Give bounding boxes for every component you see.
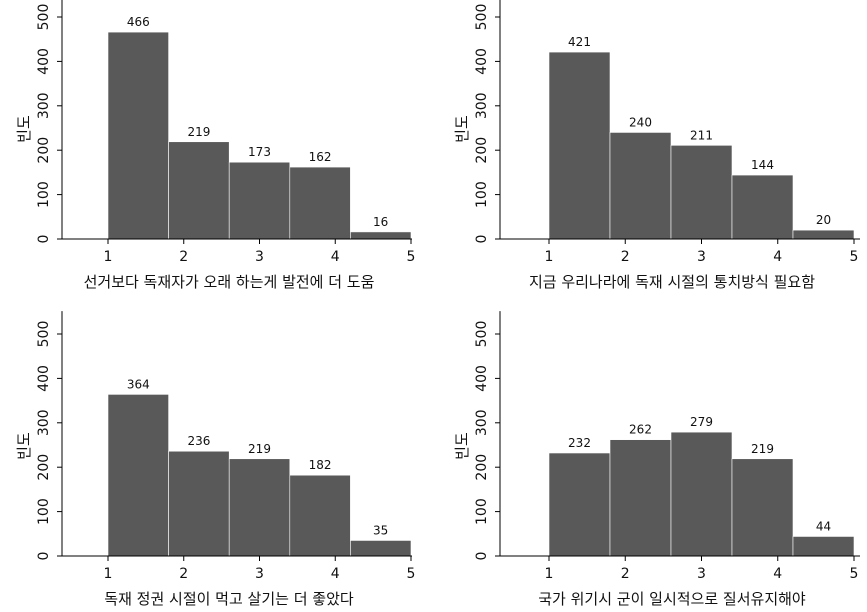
bar-3 — [670, 145, 733, 240]
bar-value-label-3: 211 — [690, 128, 713, 142]
y-tick-label-100: 100 — [474, 498, 490, 525]
x-tick-label-1: 1 — [104, 249, 113, 265]
bar-1 — [548, 452, 611, 557]
y-tick-label-300: 300 — [36, 409, 52, 436]
bar-value-label-1: 232 — [568, 436, 591, 450]
x-tick-label-1: 1 — [545, 249, 554, 265]
x-tick-label-5: 5 — [850, 249, 859, 265]
bar-value-label-4: 182 — [309, 458, 332, 472]
x-axis-title: 독재 정권 시절이 먹고 살기는 더 좋았다 — [104, 590, 354, 608]
bar-value-label-2: 262 — [629, 423, 652, 437]
chart-panel-1: 466 219 173 162 16 0 100 200 300 400 500 빈도 1 2 3 4 5 선거보… — [15, 0, 415, 291]
y-tick-label-500: 500 — [474, 321, 490, 348]
y-tick-label-400: 400 — [474, 48, 490, 75]
y-axis-title: 빈도 — [15, 432, 33, 460]
bar-2 — [609, 439, 672, 557]
x-tick-label-2: 2 — [621, 566, 630, 582]
y-tick-label-100: 100 — [36, 498, 52, 525]
y-tick-label-200: 200 — [474, 137, 490, 164]
bar-4 — [731, 458, 794, 557]
bar-value-label-4: 219 — [751, 442, 774, 456]
bar-value-label-2: 240 — [629, 115, 652, 129]
bar-value-label-4: 162 — [309, 150, 332, 164]
x-tick-label-1: 1 — [104, 566, 113, 582]
bar-3 — [228, 458, 291, 557]
x-tick-label-2: 2 — [179, 566, 188, 582]
bar-4 — [289, 474, 351, 557]
bar-value-label-2: 236 — [187, 434, 210, 448]
y-tick-label-400: 400 — [36, 48, 52, 75]
y-tick-label-300: 300 — [474, 92, 490, 119]
y-axis-title: 빈도 — [15, 115, 33, 143]
x-tick-label-5: 5 — [850, 566, 859, 582]
bar-2 — [168, 450, 230, 557]
x-axis-title: 지금 우리나라에 독재 시절의 통치방식 필요함 — [529, 273, 815, 291]
x-tick-label-3: 3 — [255, 566, 264, 582]
y-tick-label-0: 0 — [474, 552, 490, 561]
x-tick-label-2: 2 — [179, 249, 188, 265]
bar-4 — [289, 166, 351, 240]
bar-value-label-3: 279 — [690, 415, 713, 429]
chart-panel-4: 232 262 279 219 44 0 100 200 300 400 500 빈도 1 2 3 4 5 국가 … — [453, 311, 860, 608]
bar-4 — [731, 174, 794, 240]
x-tick-label-3: 3 — [697, 566, 706, 582]
x-tick-label-5: 5 — [407, 566, 416, 582]
x-tick-label-1: 1 — [545, 566, 554, 582]
x-tick-label-4: 4 — [331, 566, 340, 582]
y-tick-label-500: 500 — [474, 4, 490, 31]
y-tick-label-500: 500 — [36, 4, 52, 31]
y-tick-label-0: 0 — [474, 235, 490, 244]
y-tick-label-100: 100 — [474, 181, 490, 208]
bar-1 — [107, 394, 169, 557]
x-axis-title: 국가 위기시 군이 일시적으로 질서유지해야 — [538, 590, 806, 608]
bar-value-label-1: 466 — [127, 15, 150, 29]
y-tick-label-400: 400 — [474, 365, 490, 392]
bar-5 — [792, 229, 855, 240]
bar-value-label-5: 35 — [373, 523, 388, 537]
bar-value-label-5: 20 — [816, 213, 831, 227]
x-tick-label-3: 3 — [255, 249, 264, 265]
bar-value-label-4: 144 — [751, 158, 774, 172]
bar-value-label-1: 364 — [127, 377, 150, 391]
chart-panel-3: 364 236 219 182 35 0 100 200 300 400 500 빈도 1 2 3 4 5 독재 … — [15, 311, 415, 608]
bar-5 — [350, 540, 412, 557]
bar-value-label-5: 44 — [816, 519, 831, 533]
y-tick-label-300: 300 — [36, 92, 52, 119]
bar-2 — [609, 132, 672, 240]
bar-1 — [548, 51, 611, 240]
bar-5 — [350, 231, 412, 240]
y-axis-title: 빈도 — [453, 432, 471, 460]
y-axis-title: 빈도 — [453, 115, 471, 143]
y-tick-label-400: 400 — [36, 365, 52, 392]
bar-value-label-3: 173 — [248, 145, 271, 159]
y-tick-label-200: 200 — [36, 454, 52, 481]
y-tick-label-300: 300 — [474, 409, 490, 436]
bar-value-label-5: 16 — [373, 215, 388, 229]
bar-value-label-3: 219 — [248, 442, 271, 456]
bar-2 — [168, 141, 230, 240]
bar-5 — [792, 536, 855, 557]
y-tick-label-200: 200 — [36, 137, 52, 164]
bar-3 — [228, 161, 291, 240]
y-tick-label-0: 0 — [36, 235, 52, 244]
x-tick-label-3: 3 — [697, 249, 706, 265]
bar-3 — [670, 431, 733, 557]
x-tick-label-5: 5 — [407, 249, 416, 265]
bar-1 — [107, 31, 169, 240]
x-tick-label-2: 2 — [621, 249, 630, 265]
x-tick-label-4: 4 — [331, 249, 340, 265]
bar-value-label-2: 219 — [187, 125, 210, 139]
y-tick-label-200: 200 — [474, 454, 490, 481]
y-tick-label-0: 0 — [36, 552, 52, 561]
x-axis-title: 선거보다 독재자가 오래 하는게 발전에 더 도움 — [84, 273, 375, 291]
bar-value-label-1: 421 — [568, 35, 591, 49]
y-tick-label-100: 100 — [36, 181, 52, 208]
x-tick-label-4: 4 — [773, 566, 782, 582]
y-tick-label-500: 500 — [36, 321, 52, 348]
x-tick-label-4: 4 — [773, 249, 782, 265]
